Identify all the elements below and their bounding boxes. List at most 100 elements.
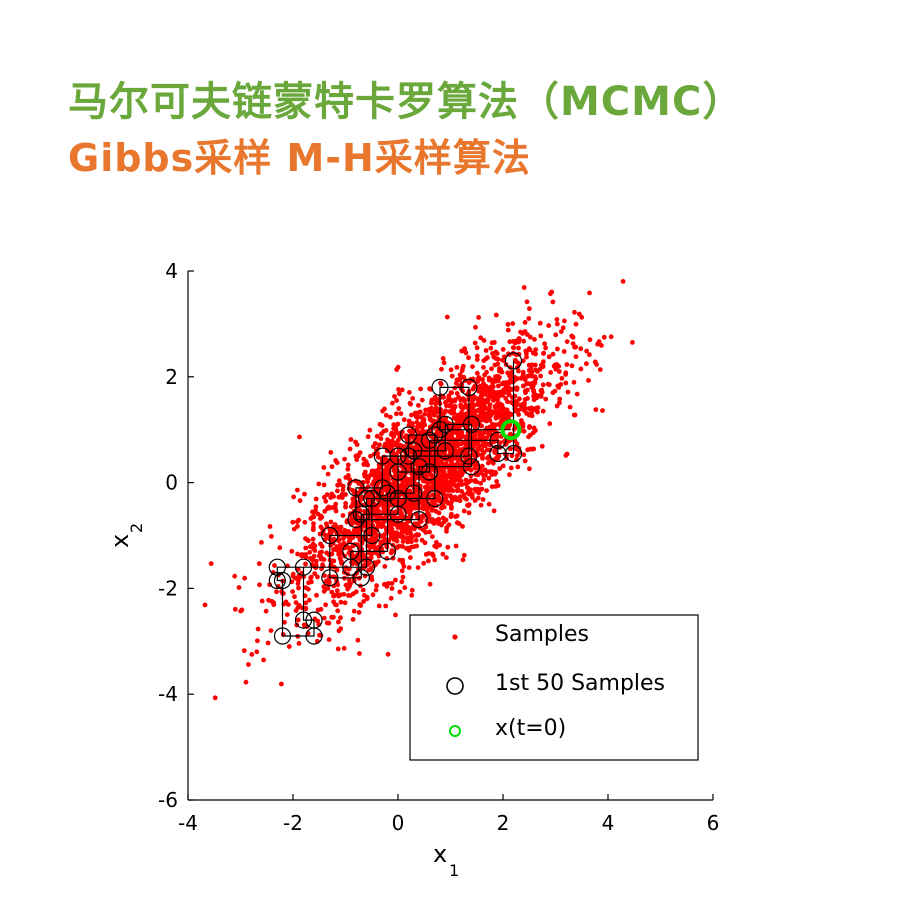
sample-point: [481, 365, 486, 370]
sample-point: [422, 540, 428, 546]
sample-point: [378, 436, 384, 441]
sample-point: [232, 573, 238, 579]
sample-point: [267, 524, 273, 529]
sample-point: [449, 399, 455, 404]
first50-sample-marker: [489, 431, 507, 449]
sample-point: [539, 387, 545, 393]
first50-sample-marker: [436, 442, 454, 460]
sample-point: [492, 362, 498, 368]
sample-point: [336, 478, 342, 484]
sample-point: [524, 351, 529, 356]
legend-label-first50: 1st 50 Samples: [495, 671, 665, 696]
sample-point: [434, 430, 439, 436]
sample-point: [494, 479, 499, 484]
sample-point: [546, 382, 552, 388]
sample-point: [535, 409, 540, 415]
sample-point: [313, 558, 319, 564]
sample-point: [527, 306, 532, 312]
sample-point: [458, 404, 464, 410]
sample-point: [422, 411, 428, 417]
sample-point: [439, 522, 444, 528]
first50-sample-marker: [389, 505, 407, 523]
sample-point: [578, 366, 584, 372]
sample-point: [514, 387, 520, 392]
sample-point: [321, 584, 327, 590]
sample-point: [393, 530, 399, 536]
sample-point: [465, 490, 471, 495]
sample-point: [390, 400, 395, 406]
sample-point: [368, 567, 374, 573]
sample-point: [414, 468, 420, 474]
sample-point: [474, 370, 480, 376]
sample-point: [286, 644, 292, 649]
sample-point: [462, 415, 468, 421]
sample-point: [315, 607, 321, 613]
sample-point: [208, 561, 214, 566]
sample-point: [414, 532, 420, 537]
sample-point: [295, 487, 300, 493]
sample-point: [347, 538, 353, 543]
sample-point: [457, 498, 463, 504]
sample-point: [310, 527, 316, 533]
sample-point: [516, 368, 521, 374]
sample-point: [507, 422, 512, 428]
sample-point: [335, 582, 341, 588]
sample-point: [474, 345, 480, 351]
sample-point: [339, 495, 345, 500]
sample-point: [554, 317, 560, 322]
sample-point: [354, 457, 360, 462]
sample-point: [355, 637, 361, 643]
sample-point: [361, 599, 366, 604]
sample-point: [312, 571, 318, 576]
sample-point: [394, 442, 400, 448]
sample-point: [464, 496, 469, 502]
sample-point: [558, 382, 564, 387]
sample-point: [533, 428, 538, 433]
sample-point: [371, 468, 377, 474]
sample-point: [461, 374, 467, 380]
sample-point: [381, 582, 387, 587]
sample-point: [377, 442, 382, 448]
sample-point: [297, 434, 302, 440]
sample-point: [460, 524, 465, 529]
sample-point: [400, 574, 406, 580]
sample-point: [444, 314, 450, 320]
sample-point: [445, 500, 451, 506]
sample-point: [269, 599, 275, 604]
sample-point: [384, 444, 389, 449]
sample-point: [350, 488, 356, 493]
sample-point: [406, 565, 412, 570]
sample-point: [297, 498, 303, 504]
sample-point: [483, 348, 489, 353]
sample-point: [522, 320, 528, 325]
sample-point: [389, 548, 395, 553]
sample-point: [445, 398, 451, 403]
sample-point: [416, 451, 422, 456]
first50-sample-marker: [321, 569, 339, 587]
sample-point: [423, 441, 429, 447]
sample-point: [238, 608, 244, 614]
sample-point: [500, 463, 506, 469]
sample-point: [367, 427, 373, 433]
sample-point: [470, 405, 475, 411]
sample-point: [429, 398, 435, 404]
first50-sample-marker: [352, 569, 370, 587]
sample-point: [358, 603, 364, 608]
sample-point: [478, 335, 484, 341]
sample-point: [396, 406, 402, 411]
sample-point: [560, 325, 566, 331]
sample-point: [383, 603, 389, 609]
sample-point: [361, 593, 367, 598]
sample-point: [374, 519, 380, 525]
sample-point: [540, 408, 546, 414]
sample-point: [445, 544, 451, 550]
first50-sample-marker: [305, 611, 323, 629]
sample-point: [415, 565, 421, 570]
first50-sample-marker: [294, 611, 313, 629]
sample-point: [254, 649, 260, 655]
sample-point: [375, 454, 381, 460]
sample-point: [528, 334, 533, 340]
sample-point: [302, 519, 308, 525]
sample-point: [317, 550, 323, 555]
